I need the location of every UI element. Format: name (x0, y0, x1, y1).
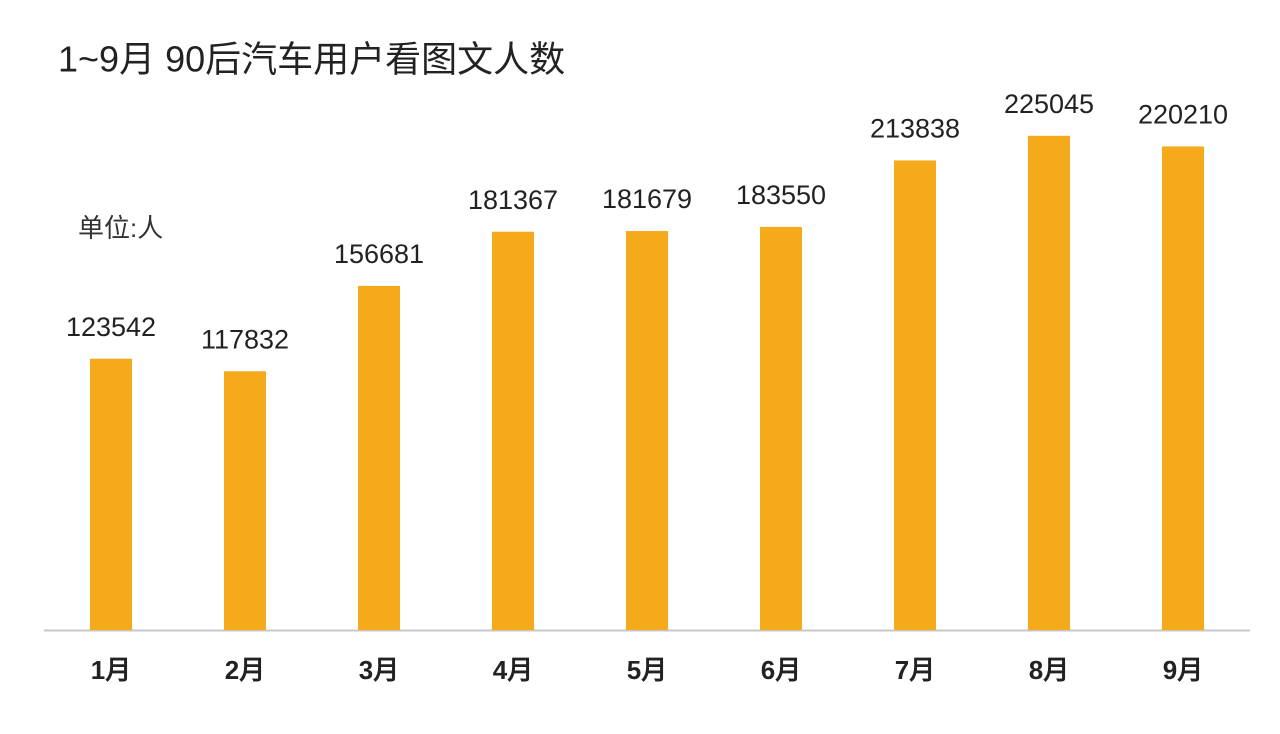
bar (760, 226, 802, 630)
x-tick-label: 7月 (895, 655, 935, 685)
unit-label: 单位:人 (78, 213, 163, 243)
value-label: 213838 (870, 114, 960, 144)
x-tick-label: 4月 (493, 655, 533, 685)
bar (1028, 135, 1070, 630)
value-label: 181679 (602, 184, 692, 214)
bar (626, 231, 668, 631)
value-label: 225045 (1004, 89, 1094, 119)
x-tick-label: 3月 (359, 655, 399, 685)
bar (90, 358, 132, 630)
value-label: 220210 (1138, 100, 1228, 130)
bar (358, 285, 400, 630)
bar (1162, 146, 1204, 631)
bar (492, 231, 534, 630)
x-tick-label: 1月 (91, 655, 131, 685)
x-tick-label: 2月 (225, 655, 265, 685)
value-label: 156681 (334, 239, 424, 269)
x-tick-label: 6月 (761, 655, 801, 685)
value-label: 123542 (66, 312, 156, 342)
x-tick-label: 5月 (627, 655, 667, 685)
value-label: 183550 (736, 180, 826, 210)
value-label: 117832 (201, 324, 289, 354)
bar (894, 160, 936, 631)
bar (224, 371, 266, 630)
chart-title: 1~9月 90后汽车用户看图文人数 (58, 39, 565, 80)
x-tick-label: 9月 (1163, 655, 1203, 685)
value-label: 181367 (468, 185, 558, 215)
x-tick-label: 8月 (1029, 655, 1069, 685)
